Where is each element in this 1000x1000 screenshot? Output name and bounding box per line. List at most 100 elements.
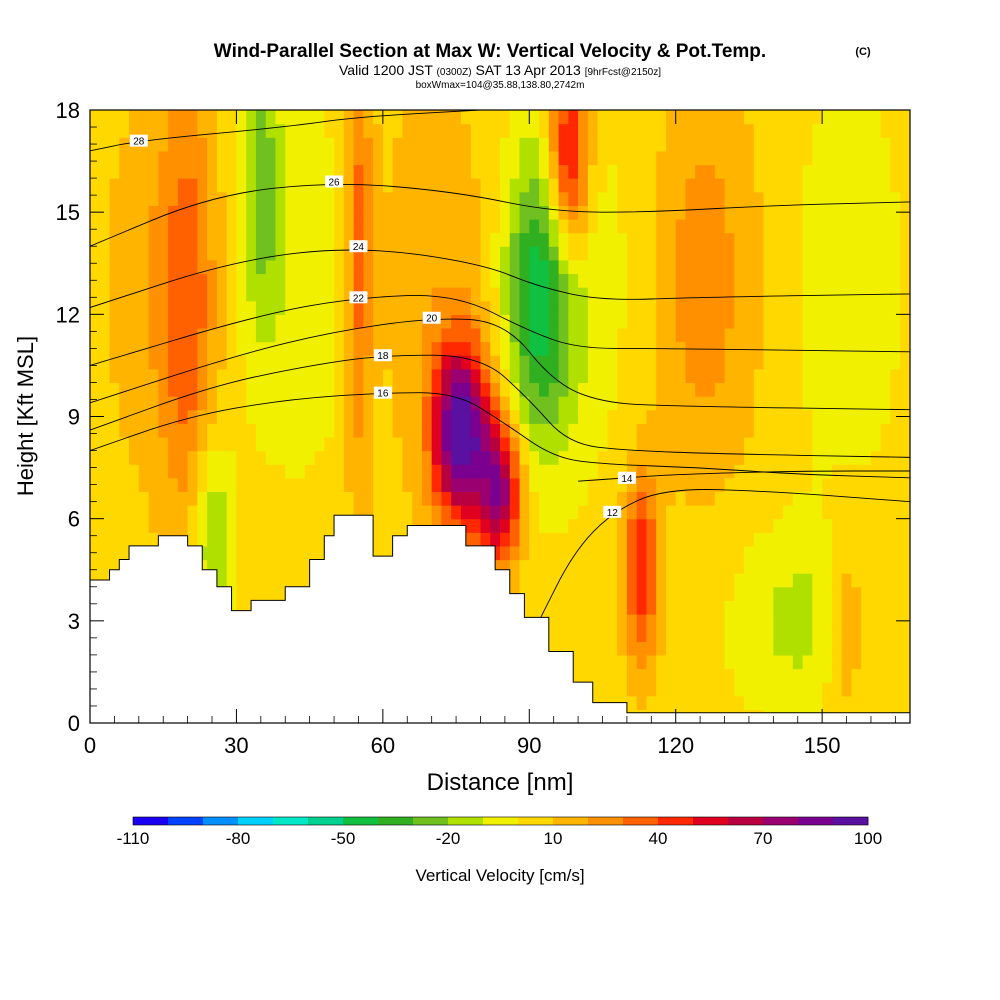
heatmap-cell <box>597 436 608 452</box>
heatmap-cell <box>773 191 784 206</box>
heatmap-cell <box>275 341 286 356</box>
heatmap-cell <box>714 205 726 220</box>
heatmap-cell <box>900 477 910 493</box>
heatmap-cell <box>119 355 130 370</box>
heatmap-cell <box>578 545 589 561</box>
heatmap-cell <box>441 368 452 384</box>
heatmap-cell <box>363 232 374 247</box>
heatmap-cell <box>109 314 120 329</box>
heatmap-cell <box>412 368 423 384</box>
heatmap-cell <box>412 491 423 506</box>
heatmap-cell <box>90 287 101 302</box>
heatmap-cell <box>587 627 599 642</box>
heatmap-cell <box>695 246 706 261</box>
heatmap-cell <box>119 436 130 452</box>
heatmap-cell <box>763 627 774 642</box>
heatmap-cell <box>646 273 657 288</box>
heatmap-cell <box>607 423 618 438</box>
heatmap-cell <box>285 436 296 452</box>
heatmap-cell <box>587 586 599 601</box>
subtitle-valid-a: Valid 1200 JST <box>339 62 433 78</box>
heatmap-cell <box>792 586 804 601</box>
heatmap-cell <box>295 573 306 588</box>
heatmap-cell <box>763 600 774 615</box>
heatmap-cell <box>841 327 853 343</box>
heatmap-cell <box>558 150 569 166</box>
heatmap-cell <box>548 137 560 152</box>
heatmap-cell <box>714 259 726 275</box>
heatmap-cell <box>246 327 257 343</box>
heatmap-cell <box>597 110 608 125</box>
heatmap-cell <box>851 641 862 656</box>
heatmap-cell <box>431 300 443 315</box>
heatmap-cell <box>773 300 784 315</box>
heatmap-cell <box>441 300 452 315</box>
heatmap-cell <box>441 137 452 152</box>
heatmap-cell <box>255 518 267 533</box>
heatmap-cell <box>99 423 111 438</box>
heatmap-cell <box>373 436 384 452</box>
heatmap-cell <box>109 382 120 397</box>
heatmap-cell <box>285 355 296 370</box>
heatmap-cell <box>734 545 745 561</box>
heatmap-cell <box>99 246 111 261</box>
heatmap-cell <box>626 232 638 247</box>
heatmap-cell <box>275 123 286 138</box>
heatmap-cell <box>880 218 892 234</box>
heatmap-cell <box>431 464 443 479</box>
heatmap-cell <box>548 382 560 397</box>
heatmap-cell <box>421 205 433 220</box>
heatmap-cell <box>99 178 111 193</box>
heatmap-cell <box>802 178 813 193</box>
heatmap-cell <box>695 150 706 166</box>
heatmap-cell <box>675 137 687 152</box>
heatmap-cell <box>295 273 306 288</box>
heatmap-cell <box>129 368 140 384</box>
heatmap-cell <box>626 259 638 275</box>
heatmap-cell <box>460 368 472 384</box>
heatmap-cell <box>900 396 910 411</box>
heatmap-cell <box>597 232 608 247</box>
heatmap-cell <box>685 273 696 288</box>
x-tick-label: 150 <box>804 733 841 758</box>
heatmap-cell <box>617 464 628 479</box>
heatmap-cell <box>295 123 306 138</box>
heatmap-cell <box>148 491 159 506</box>
heatmap-cell <box>783 300 794 315</box>
y-tick-label: 6 <box>68 507 80 532</box>
heatmap-cell <box>168 259 179 275</box>
heatmap-cell <box>900 627 910 642</box>
heatmap-cell <box>207 436 218 452</box>
heatmap-cell <box>792 450 804 465</box>
heatmap-cell <box>714 300 726 315</box>
heatmap-cell <box>626 614 638 629</box>
heatmap-cell <box>99 191 111 206</box>
heatmap-cell <box>695 464 706 479</box>
heatmap-cell <box>665 246 677 261</box>
heatmap-cell <box>695 273 706 288</box>
heatmap-cell <box>314 545 325 561</box>
heatmap-cell <box>783 382 794 397</box>
heatmap-cell <box>626 423 638 438</box>
heatmap-cell <box>714 450 726 465</box>
heatmap-cell <box>207 450 218 465</box>
heatmap-cell <box>519 137 530 152</box>
heatmap-cell <box>607 368 618 384</box>
heatmap-cell <box>870 545 882 561</box>
heatmap-cell <box>500 532 511 547</box>
heatmap-cell <box>763 137 774 152</box>
heatmap-cell <box>734 600 745 615</box>
heatmap-cell <box>129 382 140 397</box>
heatmap-cell <box>109 368 120 384</box>
heatmap-cell <box>529 477 540 493</box>
heatmap-cell <box>675 654 687 670</box>
heatmap-cell <box>773 573 784 588</box>
heatmap-cell <box>99 518 111 533</box>
heatmap-cell <box>626 396 638 411</box>
heatmap-cell <box>587 518 599 533</box>
heatmap-cell <box>685 164 696 179</box>
heatmap-cell <box>265 164 277 179</box>
heatmap-cell <box>324 477 335 493</box>
heatmap-cell <box>812 273 823 288</box>
heatmap-cell <box>773 518 784 533</box>
